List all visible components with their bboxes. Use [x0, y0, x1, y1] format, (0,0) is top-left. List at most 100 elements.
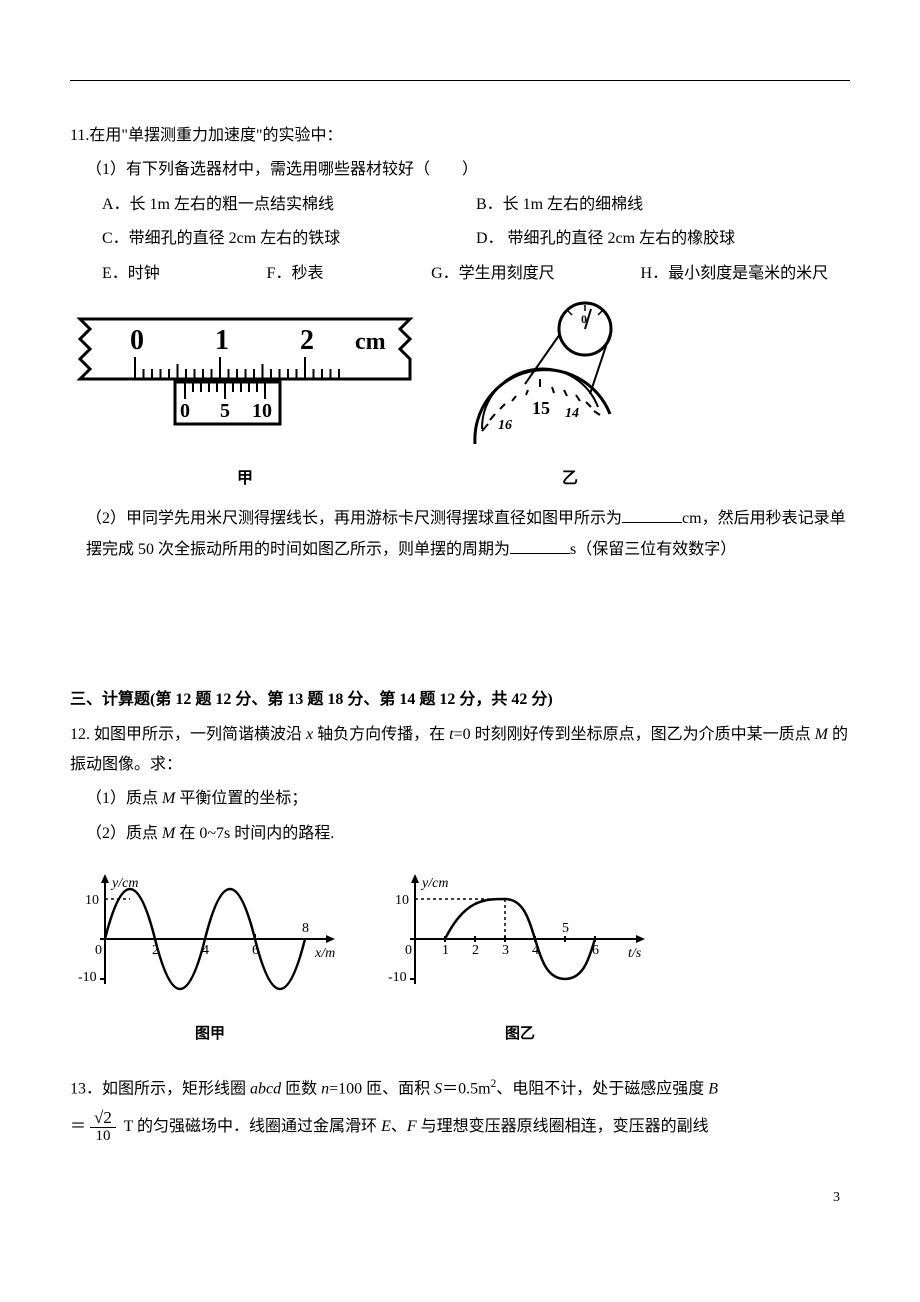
chart1-x8: 8: [302, 921, 309, 936]
q11-opt-a: A．长 1m 左右的粗一点结实棉线: [102, 190, 476, 220]
chart2-x6: 6: [592, 943, 599, 958]
chart2-ylabel: y/cm: [420, 876, 448, 891]
chart2-x3: 3: [502, 943, 509, 958]
q13-l1a: 13．如图所示，矩形线圈: [70, 1080, 250, 1097]
caliper-diagram: 0 1 2 cm: [70, 309, 420, 449]
q11-part2-a: （2）甲同学先用米尺测得摆线长，再用游标卡尺测得摆球直径如图甲所示为: [86, 510, 622, 527]
q12-p1: （1）质点 M 平衡位置的坐标；: [70, 784, 850, 814]
chart1-x4: 4: [202, 943, 209, 958]
chart1-x6: 6: [252, 943, 259, 958]
q13-l2c: 、: [391, 1118, 407, 1135]
chart2-x1: 1: [442, 943, 449, 958]
chart1-y10: 10: [85, 893, 99, 908]
q11-part1: （1）有下列备选器材中，需选用哪些器材较好（ ）: [70, 155, 850, 185]
q11-opt-c: C．带细孔的直径 2cm 左右的铁球: [102, 224, 476, 254]
q12-p2m: M: [162, 825, 175, 842]
q11-options-row-2: C．带细孔的直径 2cm 左右的铁球 D． 带细孔的直径 2cm 左右的橡胶球: [70, 224, 850, 254]
chart1-ylabel: y/cm: [110, 876, 138, 891]
chart1-x2: 2: [152, 943, 159, 958]
q11-options-row-3: E．时钟 F．秒表 G．学生用刻度尺 H．最小刻度是毫米的米尺: [70, 259, 850, 289]
q11-opt-h: H．最小刻度是毫米的米尺: [641, 259, 850, 289]
chart1-x0: 0: [95, 943, 102, 958]
caliper-vernier-0: 0: [180, 400, 190, 422]
q13-line1: 13．如图所示，矩形线圈 abcd 匝数 n=100 匝、面积 S＝0.5m2、…: [70, 1074, 850, 1105]
q13-n: n: [321, 1080, 329, 1097]
chart1-xlabel: x/m: [314, 946, 335, 961]
chart2-xlabel: t/s: [628, 946, 642, 961]
q13-B: B: [708, 1080, 718, 1097]
q11-part2-c: s（保留三位有效数字）: [570, 541, 736, 558]
q12-chart1: 10 -10 0 2 4 6 8 y/cm x/m: [70, 859, 350, 1009]
stopwatch-big-15: 15: [532, 398, 550, 418]
q13-F: F: [407, 1118, 417, 1135]
q12-stem: 12. 如图甲所示，一列简谐横波沿 x 轴负方向传播，在 t=0 时刻刚好传到坐…: [70, 720, 850, 781]
q12-chart2-container: 10 -10 0 1 2 3 4 5 6 y/cm t/s 图乙: [380, 859, 660, 1049]
q12-chart2: 10 -10 0 1 2 3 4 5 6 y/cm t/s: [380, 859, 660, 1009]
stopwatch-big-16: 16: [498, 418, 512, 433]
q13-S: S: [434, 1080, 442, 1097]
q11-caption-yi: 乙: [460, 464, 680, 494]
q13-l2a: ＝: [70, 1118, 86, 1135]
chart2-h3: [445, 886, 505, 939]
caliper-main-1: 1: [215, 325, 229, 356]
chart2-yneg10: -10: [388, 970, 407, 985]
q11-opt-f: F．秒表: [267, 259, 432, 289]
chart1-xarrow: [326, 935, 335, 943]
q11-caption-row: 甲 乙: [70, 464, 850, 494]
q12-l1c: =0 时刻刚好传到坐标原点，图乙为介质中某一质点: [454, 726, 815, 743]
q12-cap1: 图甲: [70, 1020, 350, 1049]
q13-l1b: 匝数: [281, 1080, 321, 1097]
q11-opt-e: E．时钟: [102, 259, 267, 289]
q12-p1a: （1）质点: [86, 790, 162, 807]
q12-l1b: 轴负方向传播，在: [313, 726, 449, 743]
q12-p2: （2）质点 M 在 0~7s 时间内的路程.: [70, 819, 850, 849]
q11-stem: 11.在用"单摆测重力加速度"的实验中：: [70, 121, 850, 151]
q12-cap2: 图乙: [380, 1020, 660, 1049]
q13-l1c: =100 匝、面积: [329, 1080, 434, 1097]
caliper-main-0: 0: [130, 325, 144, 356]
q11-blank-1[interactable]: [622, 506, 682, 523]
q13-line2: ＝√210 T 的匀强磁场中．线圈通过金属滑环 E、F 与理想变压器原线圈相连，…: [70, 1109, 850, 1145]
caliper-vernier-10: 10: [252, 400, 272, 422]
chart1-yneg10: -10: [78, 970, 97, 985]
q13-formula-den: 10: [91, 1128, 114, 1144]
q11-opt-g: G．学生用刻度尺: [431, 259, 640, 289]
chart2-y10: 10: [395, 893, 409, 908]
chart2-hidden: [445, 894, 505, 939]
stopwatch-connect-1: [525, 334, 560, 384]
chart2-x0: 0: [405, 943, 412, 958]
q12-chart1-container: 10 -10 0 2 4 6 8 y/cm x/m 图甲: [70, 859, 350, 1049]
caliper-vernier-5: 5: [220, 400, 230, 422]
q13-formula: √210: [90, 1109, 116, 1145]
page-number: 3: [70, 1185, 850, 1212]
q11-options-row-1: A．长 1m 左右的粗一点结实棉线 B．长 1m 左右的细棉线: [70, 190, 850, 220]
q13-E: E: [381, 1118, 391, 1135]
section3-title: 三、计算题(第 12 题 12 分、第 13 题 18 分、第 14 题 12 …: [70, 685, 850, 715]
q13-l2d: 与理想变压器原线圈相连，变压器的副线: [417, 1118, 709, 1135]
stopwatch-big-14: 14: [565, 406, 579, 421]
q12-p2a: （2）质点: [86, 825, 162, 842]
q11-caption-jia: 甲: [70, 464, 420, 494]
q12-p1m: M: [162, 790, 175, 807]
page-top-rule: [70, 80, 850, 81]
chart2-xarrow: [636, 935, 645, 943]
q13-abcd: abcd: [250, 1080, 281, 1097]
q12-p1b: 平衡位置的坐标；: [175, 790, 307, 807]
q11-part2: （2）甲同学先用米尺测得摆线长，再用游标卡尺测得摆球直径如图甲所示为cm，然后用…: [70, 504, 850, 565]
q11-blank-2[interactable]: [510, 537, 570, 554]
q11-opt-d: D． 带细孔的直径 2cm 左右的橡胶球: [476, 224, 850, 254]
q13-l1e: 、电阻不计，处于磁感应强度: [496, 1080, 708, 1097]
stopwatch-diagram: 15 16 14 0: [460, 299, 640, 459]
caliper-main-cm: cm: [355, 329, 386, 355]
q13-l2b: T 的匀强磁场中．线圈通过金属滑环: [120, 1118, 381, 1135]
caliper-main-2: 2: [300, 325, 314, 356]
q11-opt-b: B．长 1m 左右的细棉线: [476, 190, 850, 220]
q12-p2b: 在 0~7s 时间内的路程.: [175, 825, 334, 842]
q12-m: M: [815, 726, 828, 743]
q12-l1a: 12. 如图甲所示，一列简谐横波沿: [70, 726, 306, 743]
chart2-x2: 2: [472, 943, 479, 958]
chart1-yarrow: [101, 874, 109, 883]
chart2-x5: 5: [562, 921, 569, 936]
q12-wave-row: 10 -10 0 2 4 6 8 y/cm x/m 图甲: [70, 859, 850, 1049]
q11-figure-row: 0 1 2 cm: [70, 299, 850, 459]
